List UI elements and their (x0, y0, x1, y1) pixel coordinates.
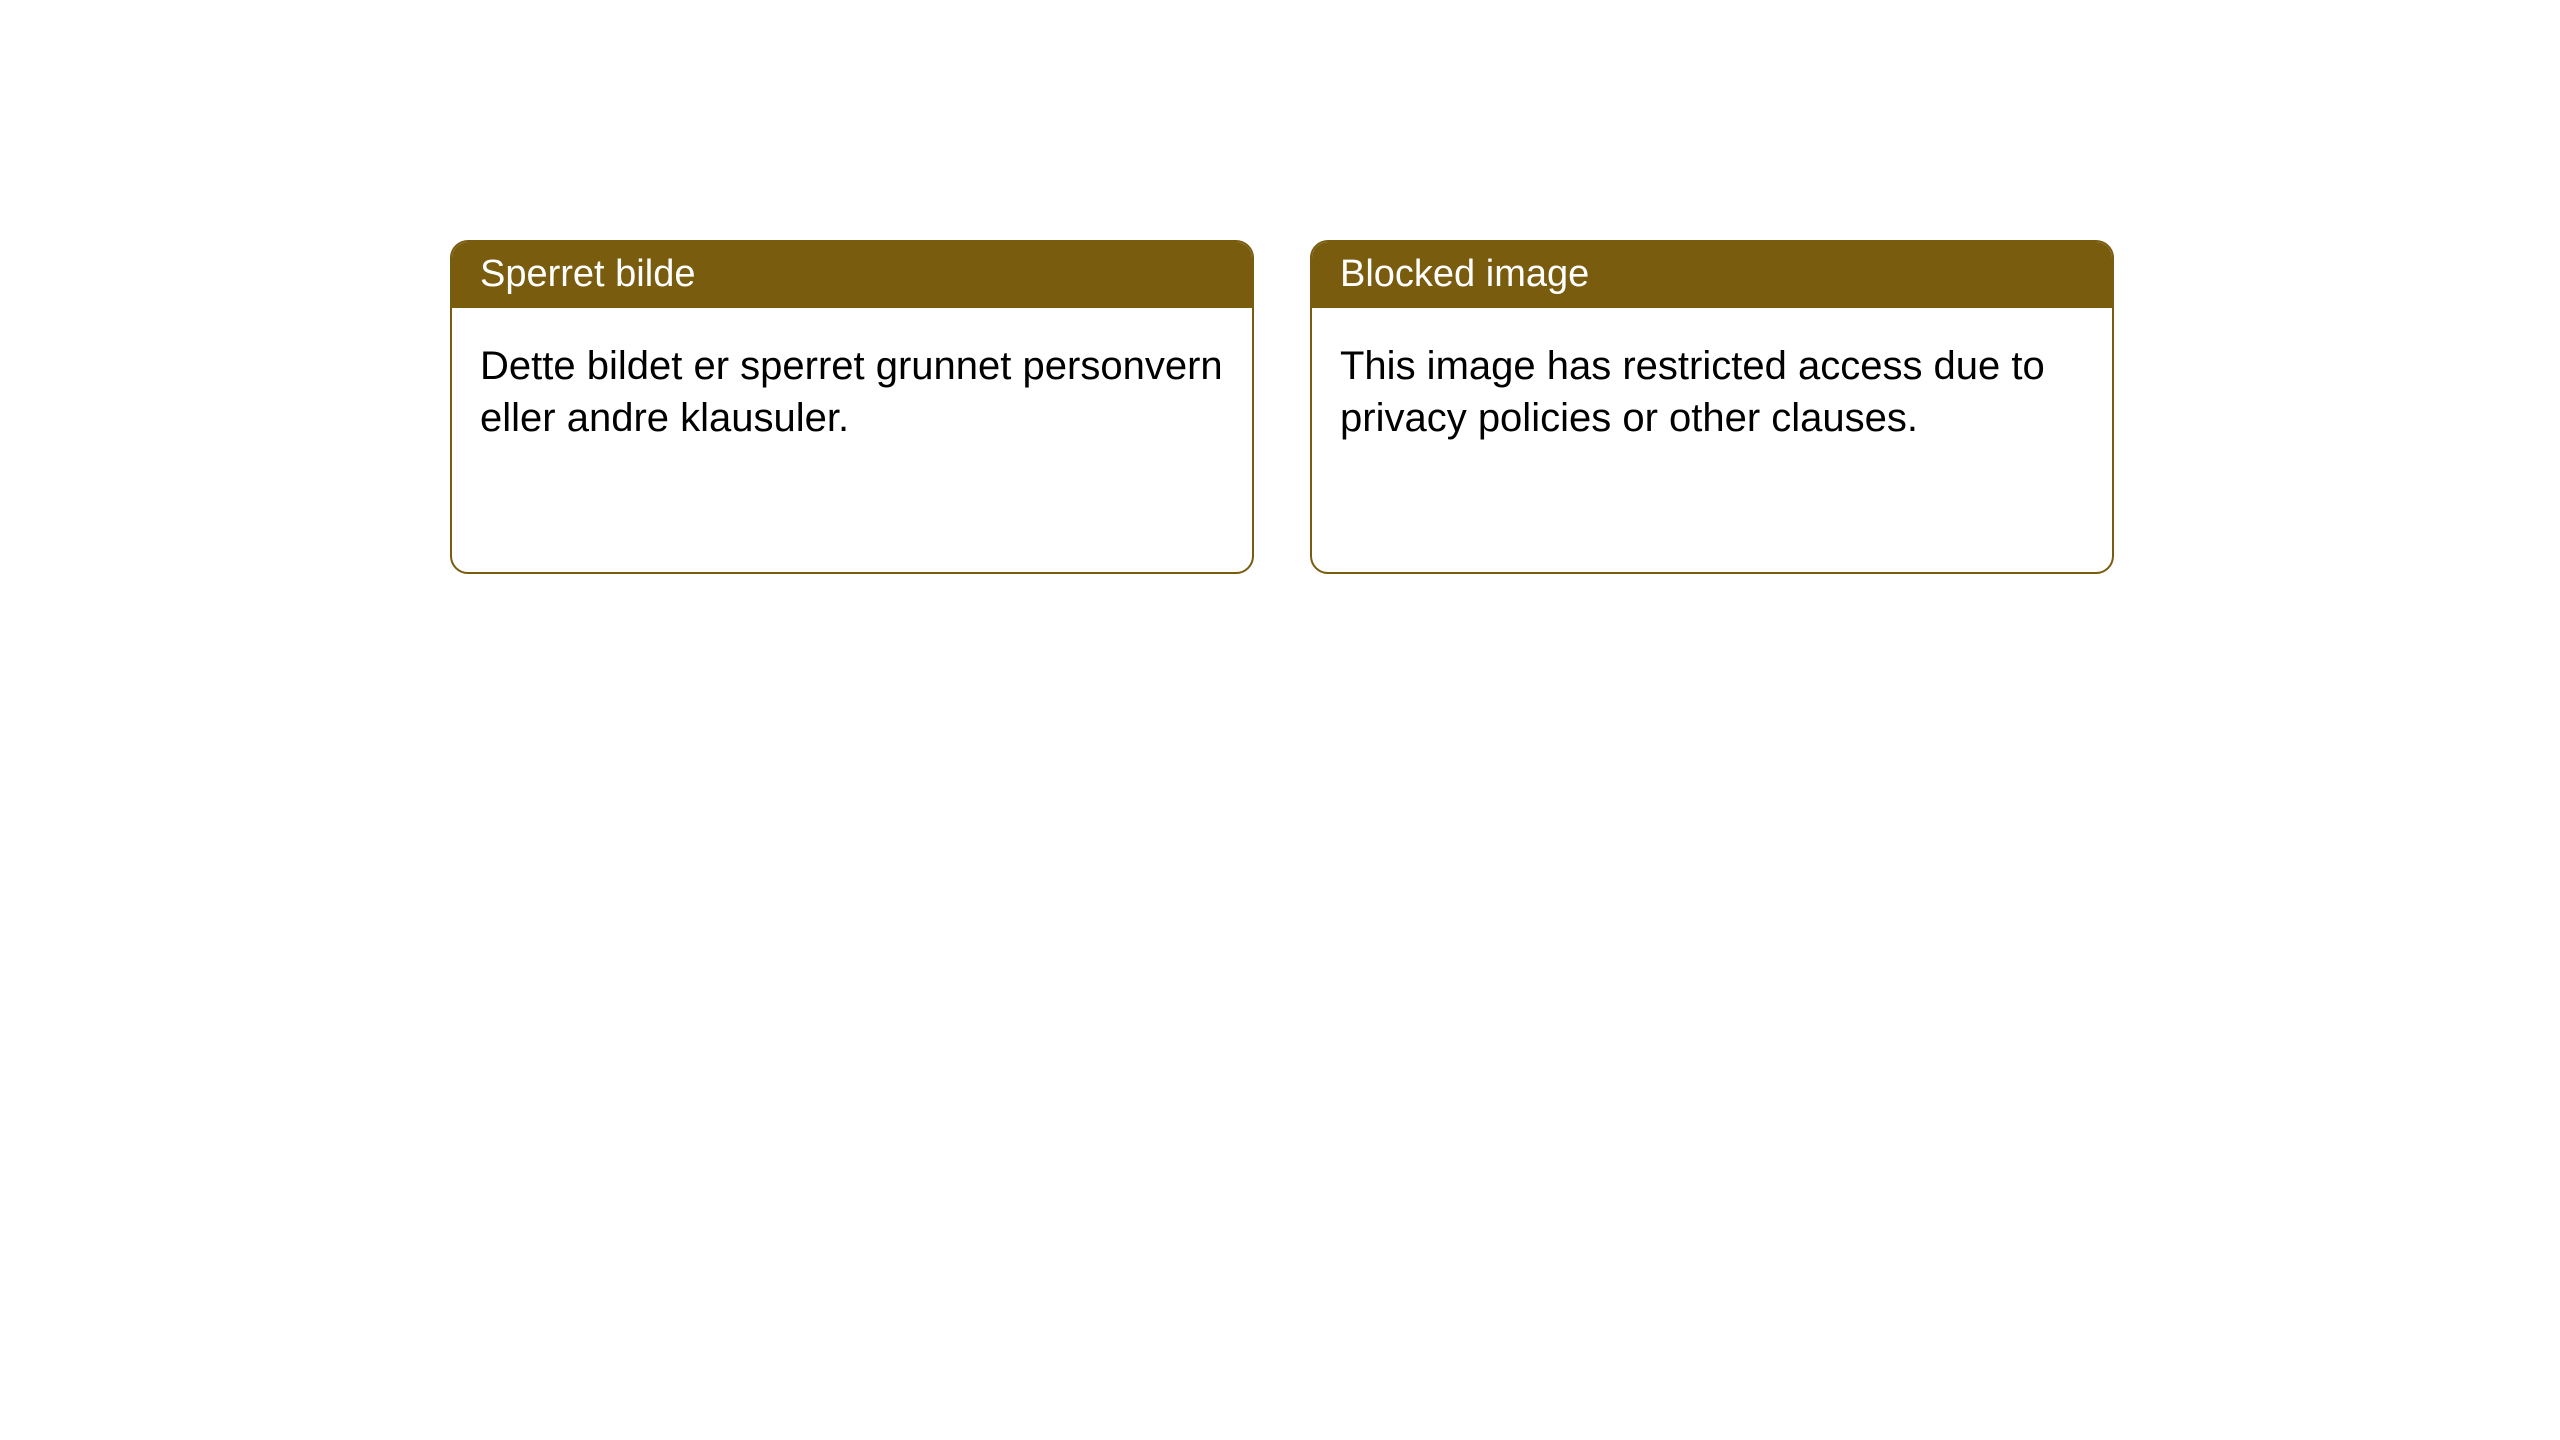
notice-title-norwegian: Sperret bilde (452, 242, 1252, 308)
notice-card-english: Blocked image This image has restricted … (1310, 240, 2114, 574)
notice-container: Sperret bilde Dette bildet er sperret gr… (0, 0, 2560, 574)
notice-title-english: Blocked image (1312, 242, 2112, 308)
notice-body-norwegian: Dette bildet er sperret grunnet personve… (452, 308, 1252, 476)
notice-body-english: This image has restricted access due to … (1312, 308, 2112, 476)
notice-card-norwegian: Sperret bilde Dette bildet er sperret gr… (450, 240, 1254, 574)
